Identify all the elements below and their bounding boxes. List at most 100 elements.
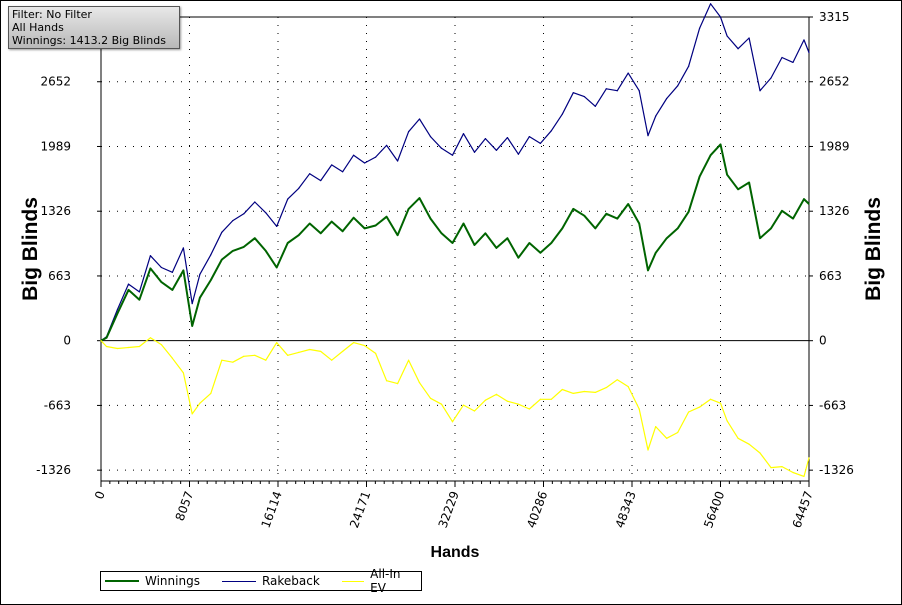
data-point-rakeback <box>191 302 193 305</box>
data-point-rakeback <box>647 135 649 137</box>
axis-layer <box>97 16 813 487</box>
data-point-all-in-ev <box>199 402 201 404</box>
data-point-winnings <box>221 259 223 261</box>
data-point-winnings <box>726 174 728 176</box>
data-point-all-in-ev <box>808 457 810 459</box>
legend-swatch-winnings <box>105 580 139 582</box>
data-point-winnings <box>495 247 498 249</box>
y-axis-title-right: Big Blinds <box>862 197 885 301</box>
data-point-rakeback <box>719 16 722 18</box>
data-point-winnings <box>451 242 454 244</box>
data-point-all-in-ev <box>647 449 649 451</box>
data-point-winnings <box>276 266 278 269</box>
y-tick-label-right: 3315 <box>819 10 850 24</box>
data-point-winnings <box>594 227 596 229</box>
legend-item-rakeback: Rakeback <box>221 574 338 588</box>
data-point-rakeback <box>627 72 629 74</box>
data-point-rakeback <box>655 115 657 117</box>
data-point-rakeback <box>276 225 278 228</box>
data-point-all-in-ev <box>232 361 234 363</box>
data-point-rakeback <box>320 179 322 182</box>
data-point-rakeback <box>561 113 563 115</box>
data-point-rakeback <box>605 88 607 90</box>
data-point-rakeback <box>550 130 552 132</box>
data-point-rakeback <box>666 97 668 100</box>
data-point-rakeback <box>484 137 487 140</box>
data-point-all-in-ev <box>440 403 443 405</box>
data-point-winnings <box>265 250 267 252</box>
data-point-winnings <box>440 232 443 234</box>
data-point-winnings <box>792 218 794 220</box>
data-point-rakeback <box>710 3 712 5</box>
data-point-winnings <box>572 208 574 210</box>
data-point-rakeback <box>221 231 223 233</box>
data-point-rakeback <box>539 142 541 145</box>
data-point-all-in-ev <box>451 421 454 423</box>
data-point-all-in-ev <box>276 342 278 344</box>
data-point-winnings <box>781 210 783 212</box>
data-point-winnings <box>331 220 333 223</box>
data-point-rakeback <box>342 171 344 173</box>
y-tick-label-left: -663 <box>44 398 71 412</box>
data-point-all-in-ev <box>182 372 184 374</box>
data-point-all-in-ev <box>298 351 300 354</box>
data-point-rakeback <box>429 136 432 138</box>
data-point-winnings <box>699 176 701 178</box>
data-point-rakeback <box>638 90 640 92</box>
data-point-all-in-ev <box>792 471 794 474</box>
data-point-all-in-ev <box>699 406 701 408</box>
data-point-all-in-ev <box>803 475 805 478</box>
data-point-all-in-ev <box>605 386 607 389</box>
data-point-all-in-ev <box>418 382 421 384</box>
x-tick-label: 24171 <box>347 489 373 530</box>
data-point-all-in-ev <box>385 380 388 382</box>
data-point-rakeback <box>309 173 311 175</box>
data-point-winnings <box>759 237 761 239</box>
data-point-winnings <box>770 227 772 229</box>
data-point-rakeback <box>396 160 399 162</box>
data-point-rakeback <box>737 48 739 50</box>
x-tick-label: 0 <box>92 489 108 501</box>
series-line-winnings <box>100 143 810 342</box>
x-tick-label: 32229 <box>436 489 462 530</box>
data-point-winnings <box>473 244 476 246</box>
legend-label-winnings: Winnings <box>145 574 200 588</box>
data-point-all-in-ev <box>138 345 141 348</box>
data-point-rakeback <box>138 291 141 293</box>
y-tick-label-right: 663 <box>819 269 842 283</box>
data-point-winnings <box>254 237 256 239</box>
data-point-all-in-ev <box>100 340 102 342</box>
data-point-rakeback <box>385 144 388 147</box>
data-point-rakeback <box>495 149 498 151</box>
data-point-winnings <box>666 237 668 239</box>
data-point-rakeback <box>759 90 761 92</box>
data-point-winnings <box>688 211 690 213</box>
data-point-all-in-ev <box>666 437 668 439</box>
data-point-rakeback <box>440 147 443 149</box>
data-point-all-in-ev <box>331 359 333 361</box>
data-point-all-in-ev <box>191 413 193 415</box>
data-point-winnings <box>116 312 119 314</box>
y-tick-label-right: -1326 <box>819 463 854 477</box>
data-point-all-in-ev <box>495 393 498 395</box>
data-point-rakeback <box>182 247 184 249</box>
data-point-winnings <box>583 215 585 217</box>
data-point-rakeback <box>243 213 245 215</box>
data-point-all-in-ev <box>375 352 377 354</box>
series-layer <box>100 3 810 478</box>
data-point-rakeback <box>199 273 201 275</box>
data-point-all-in-ev <box>748 443 750 445</box>
data-point-all-in-ev <box>719 402 722 404</box>
data-point-rakeback <box>473 151 476 153</box>
data-point-rakeback <box>748 37 750 39</box>
data-point-rakeback <box>149 255 152 257</box>
data-point-winnings <box>748 181 750 184</box>
data-point-all-in-ev <box>221 359 223 361</box>
data-point-rakeback <box>699 27 701 29</box>
y-tick-label-left: 1326 <box>40 204 71 218</box>
series-line-all-in-ev <box>100 337 810 477</box>
data-point-all-in-ev <box>364 344 366 347</box>
data-point-all-in-ev <box>655 426 657 428</box>
